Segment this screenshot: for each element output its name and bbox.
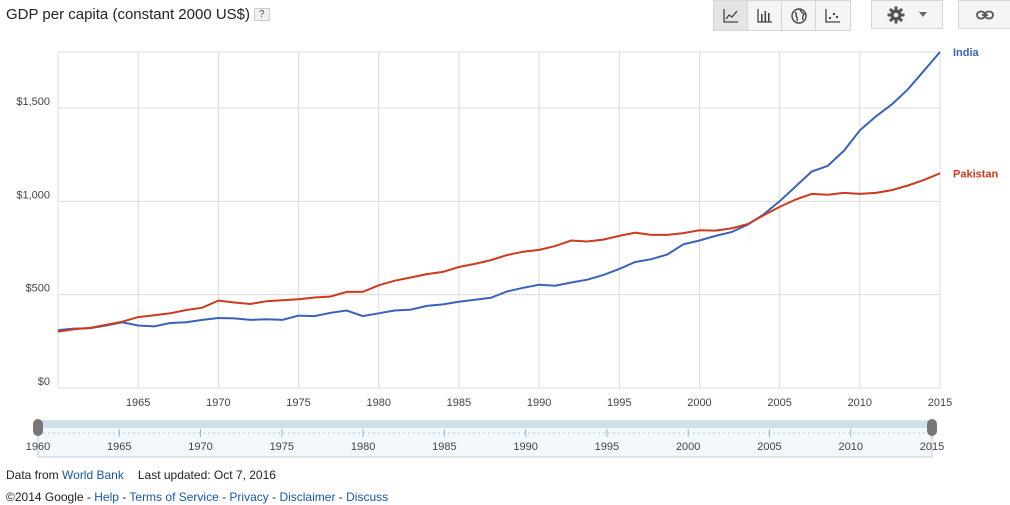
slider-tick-label: 1970 <box>188 441 212 453</box>
x-tick-label: 1975 <box>286 397 310 409</box>
x-tick-label: 1965 <box>126 397 150 409</box>
x-tick-label: 1980 <box>366 397 390 409</box>
y-tick-label: $500 <box>26 283 50 295</box>
x-tick-label: 2000 <box>687 397 711 409</box>
chevron-down-icon <box>919 12 927 17</box>
y-axis: $0 $500 $1,000 $1,500 <box>16 96 50 388</box>
legend-label-pakistan: Pakistan <box>953 168 999 180</box>
page-title: GDP per capita (constant 2000 US$)? <box>6 6 270 23</box>
separator: - <box>335 490 347 504</box>
separator: - <box>118 490 130 504</box>
chart-type-toolbar <box>713 0 851 31</box>
bar-chart-icon <box>756 8 772 23</box>
terms-link[interactable]: Terms of Service <box>129 490 219 504</box>
bar-chart-button[interactable] <box>748 1 782 30</box>
slider-tick-label: 1975 <box>270 441 294 453</box>
x-tick-label: 2015 <box>928 397 952 409</box>
copyright: ©2014 Google <box>6 490 84 504</box>
disclaimer-link[interactable]: Disclaimer <box>279 490 336 504</box>
slider-tick-label: 2005 <box>757 441 781 453</box>
chart-series <box>57 51 941 333</box>
globe-icon <box>790 7 807 24</box>
slider-right-handle[interactable] <box>927 419 937 436</box>
slider-tick-label: 2000 <box>676 441 700 453</box>
gdp-chart: $0$500$1,000$1,500 1965 1970 1975 1980 1985 1… <box>16 47 999 458</box>
discuss-link[interactable]: Discuss <box>346 490 389 504</box>
x-tick-label: 1990 <box>527 397 551 409</box>
world-bank-link[interactable]: World Bank <box>62 468 124 482</box>
x-tick-label: 1985 <box>447 397 471 409</box>
x-tick-label: 2010 <box>848 397 872 409</box>
slider-range-bar <box>38 421 932 428</box>
time-range-slider[interactable]: 1960 1965 1970 1975 1980 1985 1990 1995 2000 2005… <box>26 419 944 458</box>
x-axis: 1965 1970 1975 1980 1985 1990 1995 2000 2005 2010… <box>126 397 952 409</box>
separator: - <box>83 490 95 504</box>
data-from-label: Data from <box>6 468 59 482</box>
help-link[interactable]: Help <box>94 490 119 504</box>
chart-grid <box>57 51 941 389</box>
slider-left-handle[interactable] <box>33 419 43 436</box>
line-chart-button[interactable] <box>714 1 748 30</box>
separator: - <box>218 490 230 504</box>
link-icon <box>975 10 994 19</box>
last-updated: Last updated: Oct 7, 2016 <box>137 468 276 482</box>
chart-legend: India Pakistan <box>953 47 999 180</box>
x-tick-label: 1995 <box>607 397 631 409</box>
series-line-india <box>57 51 941 332</box>
x-tick-label: 1970 <box>206 397 230 409</box>
link-button[interactable] <box>958 0 1010 29</box>
gear-icon <box>887 6 905 23</box>
series-line-pakistan <box>57 172 941 333</box>
footer-links: ©2014 Google - Help - Terms of Service -… <box>6 490 388 504</box>
y-tick-label: $1,500 <box>16 96 50 108</box>
separator: - <box>268 490 280 504</box>
map-chart-button[interactable] <box>782 1 816 30</box>
y-tick-label: $0 <box>38 376 50 388</box>
line-chart-icon <box>722 8 738 23</box>
slider-tick-label: 2015 <box>920 441 944 453</box>
settings-button[interactable] <box>871 0 943 29</box>
slider-tick-label: 1995 <box>595 441 619 453</box>
y-tick-label: $1,000 <box>16 189 50 201</box>
help-badge[interactable]: ? <box>254 8 270 21</box>
slider-tick-label: 1965 <box>107 441 131 453</box>
scatter-chart-icon <box>825 8 840 23</box>
x-tick-label: 2005 <box>767 397 791 409</box>
slider-tick-label: 1960 <box>26 441 50 453</box>
slider-tick-label: 2010 <box>838 441 862 453</box>
data-source-line: Data from World Bank Last updated: Oct 7,… <box>6 468 276 482</box>
slider-tick-label: 1980 <box>351 441 375 453</box>
privacy-link[interactable]: Privacy <box>229 490 269 504</box>
scatter-chart-button[interactable] <box>816 1 850 30</box>
legend-label-india: India <box>953 47 980 59</box>
slider-tick-label: 1985 <box>432 441 456 453</box>
chart-title: GDP per capita (constant 2000 US$) <box>6 6 251 23</box>
slider-tick-label: 1990 <box>513 441 537 453</box>
